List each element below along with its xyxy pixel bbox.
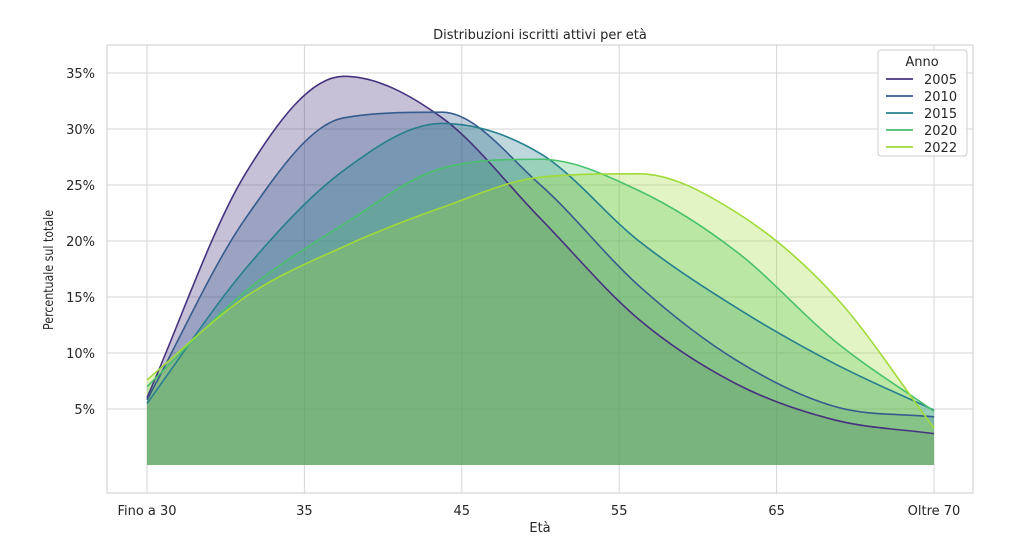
x-tick-label: 35 xyxy=(296,504,313,519)
line-2020 xyxy=(146,158,935,412)
y-tick-label: 25% xyxy=(66,179,95,194)
legend-label-2005: 2005 xyxy=(924,73,957,88)
legend-label-2015: 2015 xyxy=(924,107,957,122)
legend-label-2010: 2010 xyxy=(924,90,957,105)
legend-label-2020: 2020 xyxy=(924,124,957,139)
area-2005 xyxy=(147,76,934,466)
area-2020 xyxy=(147,159,934,466)
x-tick-label: 45 xyxy=(454,504,471,519)
x-tick-label: Oltre 70 xyxy=(908,504,961,519)
x-tick-label: 65 xyxy=(768,504,785,519)
legend-label-2022: 2022 xyxy=(924,141,957,156)
y-axis-title: Percentuale sul totale xyxy=(41,210,56,330)
y-tick-label: 10% xyxy=(66,347,95,362)
y-tick-label: 20% xyxy=(66,235,95,250)
line-2005 xyxy=(146,75,935,435)
legend-title: Anno xyxy=(905,55,938,70)
series-lines xyxy=(146,75,935,435)
x-axis-ticks: Fino a 30 35 45 55 65 Oltre 70 xyxy=(117,504,960,519)
chart-title: Distribuzioni iscritti attivi per età xyxy=(433,28,647,43)
legend-items: 2005 2010 2015 2020 2022 xyxy=(886,73,957,156)
x-tick-label: Fino a 30 xyxy=(117,504,176,519)
y-tick-label: 5% xyxy=(74,403,95,418)
x-tick-label: 55 xyxy=(611,504,628,519)
line-2010 xyxy=(146,111,935,418)
plot-frame xyxy=(106,44,974,494)
area-2010 xyxy=(147,112,934,465)
x-axis-title: Età xyxy=(529,521,550,536)
y-tick-label: 35% xyxy=(66,67,95,82)
y-axis-ticks: 5% 10% 15% 20% 25% 30% 35% xyxy=(66,67,95,418)
legend: Anno 2005 2010 2015 2020 2022 xyxy=(877,49,968,157)
y-tick-label: 30% xyxy=(66,123,95,138)
area-2015 xyxy=(147,123,934,466)
line-2015 xyxy=(146,122,935,411)
y-tick-label: 15% xyxy=(66,291,95,306)
line-2022 xyxy=(146,172,935,429)
